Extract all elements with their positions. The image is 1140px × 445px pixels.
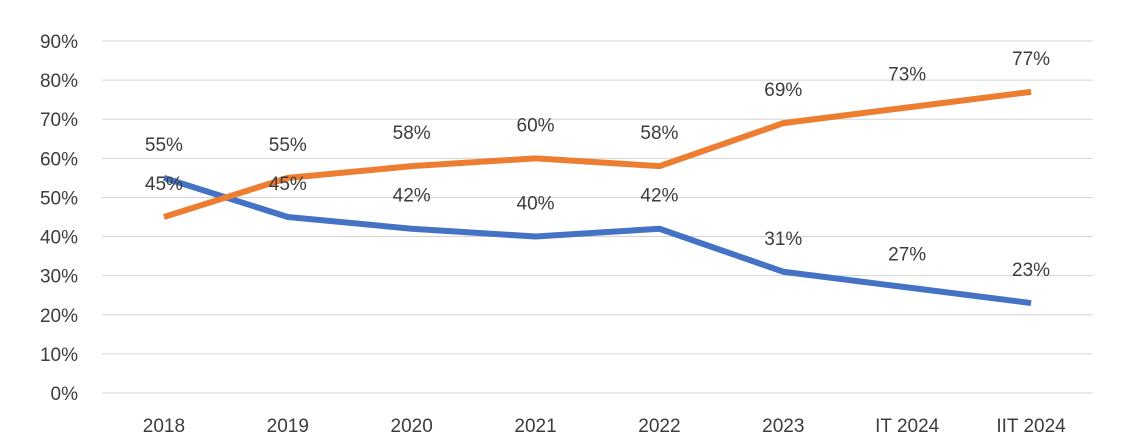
y-tick-label: 40%: [40, 228, 78, 249]
data-label-series-1: 23%: [1012, 260, 1050, 281]
data-label-series-2: 60%: [517, 115, 555, 136]
data-label-series-1: 40%: [517, 194, 555, 215]
y-tick-label: 60%: [40, 149, 78, 170]
x-tick-label: 2019: [267, 416, 309, 437]
data-label-series-1: 31%: [764, 229, 802, 250]
x-tick-label: 2021: [514, 416, 556, 437]
x-tick-label: IT 2024: [875, 416, 940, 437]
data-label-series-2: 73%: [888, 64, 926, 85]
data-label-series-2: 77%: [1012, 49, 1050, 70]
data-label-series-2: 55%: [269, 135, 307, 156]
x-tick-label: 2023: [762, 416, 804, 437]
x-tick-label: IIT 2024: [996, 416, 1066, 437]
data-label-series-1: 55%: [145, 135, 183, 156]
y-tick-label: 80%: [40, 71, 78, 92]
x-tick-label: 2018: [143, 416, 185, 437]
data-label-series-2: 58%: [393, 123, 431, 144]
series-lines: [163, 88, 1032, 307]
y-tick-label: 10%: [40, 345, 78, 366]
data-label-series-1: 27%: [888, 244, 926, 265]
y-tick-label: 20%: [40, 306, 78, 327]
x-tick-label: 2020: [391, 416, 433, 437]
data-label-series-2: 58%: [640, 123, 678, 144]
y-tick-label: 50%: [40, 188, 78, 209]
data-label-series-1: 45%: [269, 174, 307, 195]
data-labels: 55% 45% 42% 40% 42% 31% 27% 23% 45% 55% 58% 60% 58% 6…: [145, 49, 1050, 281]
axis-ticks: 0% 10% 20% 30% 40% 50% 60% 70% 80% 90% 2018 2019 202…: [40, 32, 1066, 437]
grid-lines: [102, 40, 1093, 394]
data-label-series-2: 45%: [145, 174, 183, 195]
data-label-series-1: 42%: [640, 186, 678, 207]
x-tick-label: 2022: [638, 416, 680, 437]
series-line-2: [163, 88, 1032, 220]
y-tick-label: 90%: [40, 32, 78, 53]
data-label-series-1: 42%: [393, 186, 431, 207]
data-label-series-2: 69%: [764, 80, 802, 101]
y-tick-label: 30%: [40, 267, 78, 288]
y-tick-label: 0%: [51, 384, 79, 405]
y-tick-label: 70%: [40, 110, 78, 131]
series-line-1: [163, 175, 1032, 307]
